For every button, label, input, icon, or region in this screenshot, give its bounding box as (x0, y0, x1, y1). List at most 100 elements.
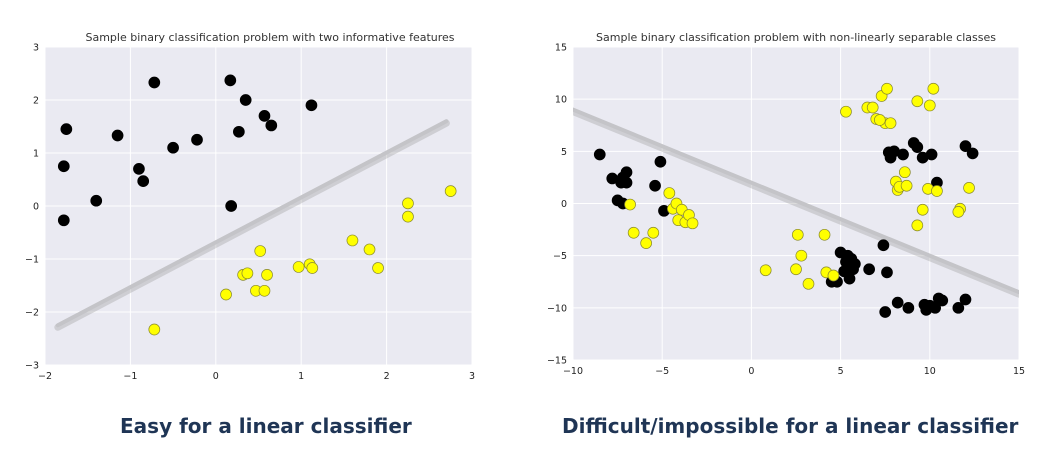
data-point-black (959, 140, 972, 152)
data-point-yellow (759, 264, 772, 277)
data-point-black (911, 141, 924, 154)
data-point-yellow (790, 263, 802, 276)
data-point-yellow (866, 101, 879, 114)
y-tick-label: −5 (553, 251, 567, 262)
data-point-black (649, 179, 661, 192)
data-point-yellow (254, 245, 267, 257)
data-point-yellow (346, 234, 359, 247)
data-point-yellow (241, 267, 254, 280)
data-point-yellow (911, 219, 924, 232)
data-point-yellow (840, 105, 852, 118)
data-point-yellow (881, 82, 893, 95)
data-point-black (925, 148, 938, 161)
data-point-black (966, 147, 979, 160)
x-tick-label: 5 (838, 366, 844, 377)
data-point-yellow (884, 117, 897, 130)
data-point-black (239, 94, 252, 106)
data-point-black (654, 155, 667, 168)
data-point-yellow (963, 182, 975, 194)
data-point-black (305, 99, 318, 112)
data-point-yellow (931, 185, 943, 197)
data-point-black (620, 166, 633, 179)
y-tick-label: 3 (33, 43, 39, 54)
data-point-yellow (923, 99, 936, 112)
data-point-black (60, 123, 73, 135)
data-point-black (879, 306, 892, 318)
data-point-black (224, 74, 237, 87)
data-point-yellow (402, 210, 414, 223)
data-point-black (863, 263, 875, 276)
data-point-yellow (911, 95, 924, 108)
x-tick-label: −1 (123, 371, 137, 382)
x-tick-label: 2 (384, 371, 390, 382)
data-point-yellow (795, 249, 808, 262)
decision-line (573, 107, 1019, 295)
chart-title: Sample binary classification problem wit… (596, 31, 996, 44)
y-tick-label: 0 (561, 199, 567, 210)
y-tick-label: 0 (33, 202, 39, 213)
data-point-black (849, 258, 861, 270)
data-point-black (620, 176, 633, 189)
data-point-yellow (402, 197, 414, 210)
x-tick-label: 0 (748, 366, 754, 377)
data-point-yellow (363, 243, 376, 256)
data-point-yellow (306, 262, 319, 274)
data-point-yellow (640, 237, 652, 249)
data-point-black (843, 272, 856, 285)
data-point-black (593, 148, 606, 161)
y-tick-label: 10 (555, 95, 567, 106)
data-point-black (57, 160, 70, 173)
data-point-black (897, 148, 909, 161)
data-point-yellow (220, 288, 232, 301)
y-tick-label: −1 (25, 255, 39, 266)
data-point-yellow (292, 261, 305, 273)
data-point-black (952, 301, 965, 314)
data-point-yellow (927, 82, 940, 95)
data-point-yellow (818, 228, 831, 241)
caption-right: Difficult/impossible for a linear classi… (562, 414, 1019, 438)
y-tick-label: 15 (555, 43, 567, 54)
y-tick-label: −10 (547, 303, 567, 314)
x-tick-label: −2 (38, 371, 52, 382)
data-point-black (233, 125, 245, 138)
data-point-black (891, 296, 904, 309)
data-point-yellow (900, 179, 913, 192)
data-point-yellow (444, 185, 457, 198)
data-point-black (258, 110, 271, 122)
data-point-black (167, 141, 179, 154)
data-point-black (265, 119, 278, 132)
data-point-yellow (624, 198, 636, 211)
decision-line (55, 119, 449, 328)
x-tick-label: −5 (655, 366, 669, 377)
data-point-black (111, 129, 124, 142)
chart-title: Sample binary classification problem wit… (85, 31, 454, 44)
data-point-yellow (827, 269, 840, 282)
x-tick-label: 10 (924, 366, 936, 377)
data-point-black (936, 294, 949, 307)
data-point-yellow (647, 226, 660, 239)
data-point-black (148, 76, 161, 89)
data-point-yellow (258, 284, 271, 297)
data-point-black (881, 266, 893, 279)
data-point-black (137, 175, 150, 187)
y-tick-label: 5 (561, 147, 567, 158)
x-tick-label: 1 (298, 371, 304, 382)
data-point-yellow (791, 228, 804, 241)
data-point-yellow (802, 277, 815, 290)
data-point-black (902, 301, 915, 314)
y-tick-label: −15 (547, 356, 567, 367)
data-point-yellow (663, 187, 676, 199)
x-tick-label: 3 (469, 371, 475, 382)
data-point-yellow (372, 262, 384, 274)
caption-left: Easy for a linear classifier (120, 414, 412, 438)
data-point-black (133, 163, 145, 175)
data-point-yellow (261, 269, 273, 281)
data-point-black (959, 293, 972, 306)
data-point-yellow (916, 203, 929, 216)
data-point-yellow (898, 166, 911, 179)
data-point-black (877, 239, 890, 252)
y-tick-label: 1 (33, 149, 39, 160)
data-point-black (57, 214, 70, 227)
